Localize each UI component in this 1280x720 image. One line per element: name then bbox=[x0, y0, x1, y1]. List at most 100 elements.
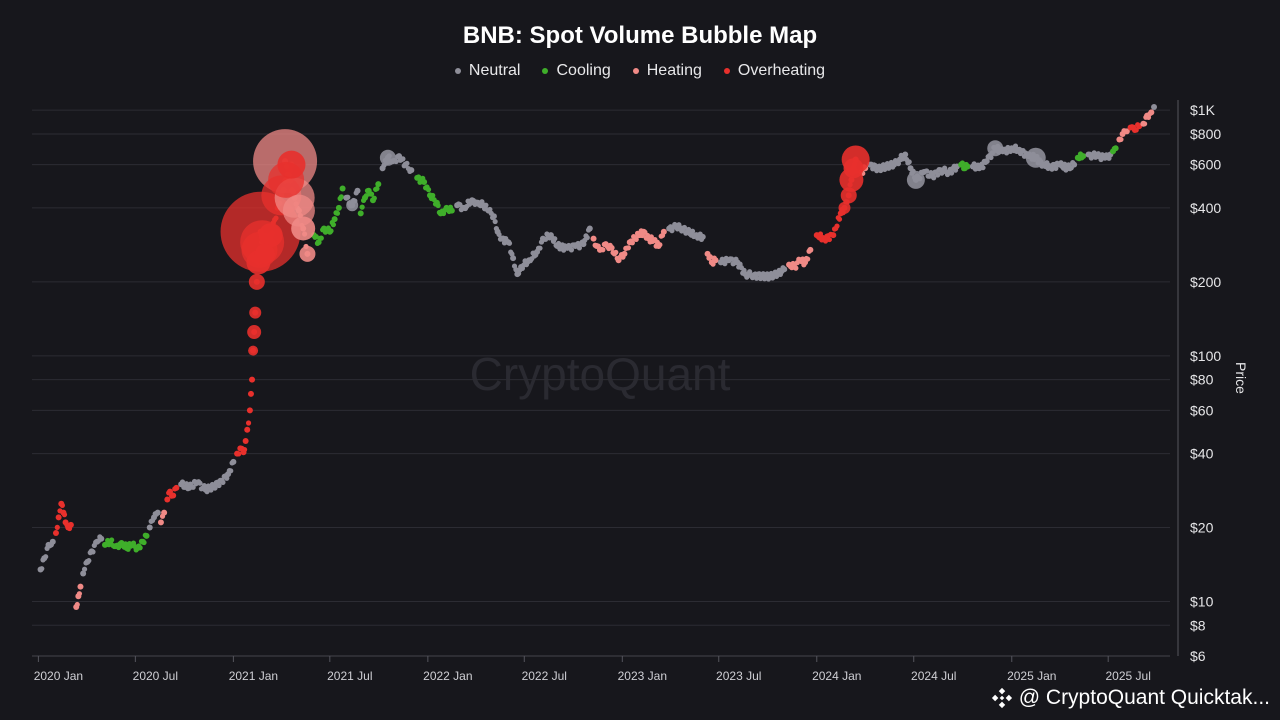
legend-label-heating: Heating bbox=[646, 62, 702, 79]
data-point-overheating bbox=[245, 420, 252, 426]
data-point-neutral bbox=[43, 554, 49, 560]
x-tick-label: 2022 Jul bbox=[522, 669, 567, 683]
data-point-neutral bbox=[931, 175, 937, 181]
data-point-neutral bbox=[935, 172, 941, 178]
data-point-neutral bbox=[980, 165, 986, 171]
data-point-cooling bbox=[109, 537, 115, 543]
bubble-overheating bbox=[248, 345, 259, 356]
data-point-neutral bbox=[699, 233, 706, 240]
data-point-heating bbox=[1123, 128, 1130, 135]
data-point-neutral bbox=[781, 266, 788, 273]
data-point-cooling bbox=[338, 194, 344, 200]
binance-diamond-icon bbox=[991, 687, 1012, 709]
bubble-neutral bbox=[379, 149, 396, 166]
data-point-heating bbox=[621, 250, 628, 257]
data-point-heating bbox=[600, 247, 606, 253]
data-point-overheating bbox=[836, 216, 843, 222]
data-point-cooling bbox=[137, 545, 143, 551]
data-point-neutral bbox=[216, 482, 222, 489]
bubble-neutral bbox=[346, 199, 359, 212]
data-point-cooling bbox=[1080, 153, 1087, 160]
data-point-neutral bbox=[1071, 161, 1078, 168]
bubble-overheating bbox=[247, 325, 262, 340]
x-tick-label: 2025 Jan bbox=[1007, 669, 1056, 683]
data-point-neutral bbox=[146, 524, 153, 531]
x-tick-label: 2024 Jul bbox=[911, 669, 956, 683]
data-point-heating bbox=[793, 265, 799, 271]
data-point-neutral bbox=[408, 167, 415, 174]
bubble-overheating bbox=[248, 273, 265, 290]
footer-text: @ CryptoQuant Quicktak... bbox=[1018, 686, 1270, 709]
data-point-neutral bbox=[354, 187, 361, 194]
y-tick-label: $80 bbox=[1190, 372, 1214, 388]
data-point-cooling bbox=[430, 192, 436, 199]
data-point-neutral bbox=[689, 228, 696, 234]
chart-title: BNB: Spot Volume Bubble Map bbox=[462, 22, 818, 49]
data-point-heating bbox=[157, 519, 164, 526]
data-point-cooling bbox=[371, 195, 377, 201]
data-point-heating bbox=[633, 236, 639, 243]
x-tick-label: 2023 Jul bbox=[716, 669, 761, 683]
data-point-cooling bbox=[425, 187, 432, 193]
y-tick-label: $8 bbox=[1190, 617, 1206, 633]
data-point-overheating bbox=[830, 232, 837, 239]
data-point-heating bbox=[625, 245, 632, 251]
data-point-neutral bbox=[906, 159, 912, 165]
data-point-neutral bbox=[753, 275, 760, 281]
y-tick-label: $800 bbox=[1190, 126, 1221, 142]
bubble-overheating bbox=[843, 158, 864, 179]
data-point-neutral bbox=[1049, 166, 1055, 172]
data-point-overheating bbox=[817, 231, 824, 237]
x-tick-label: 2024 Jan bbox=[812, 669, 861, 683]
y-tick-label: $200 bbox=[1190, 274, 1221, 290]
data-point-cooling bbox=[435, 202, 441, 209]
data-point-cooling bbox=[375, 181, 382, 188]
data-point-overheating bbox=[244, 426, 251, 433]
data-point-overheating bbox=[246, 407, 253, 414]
y-tick-label: $20 bbox=[1190, 520, 1214, 536]
x-tick-label: 2025 Jul bbox=[1106, 669, 1151, 683]
data-point-heating bbox=[161, 509, 168, 516]
data-point-heating bbox=[807, 246, 814, 253]
data-point-cooling bbox=[318, 235, 324, 241]
legend-label-overheating: Overheating bbox=[737, 62, 826, 79]
x-axis: 2020 Jan 2020 Jul 2021 Jan 2021 Jul 2022 Jan… bbox=[32, 655, 1170, 683]
data-point-cooling bbox=[357, 210, 364, 217]
data-point-overheating bbox=[236, 451, 242, 457]
data-point-neutral bbox=[492, 218, 498, 225]
legend-item-cooling[interactable]: Cooling bbox=[542, 62, 611, 80]
data-point-cooling bbox=[374, 186, 380, 192]
legend-label-neutral: Neutral bbox=[468, 62, 521, 79]
data-point-neutral bbox=[208, 487, 214, 493]
data-point-neutral bbox=[204, 489, 210, 495]
data-point-heating bbox=[1142, 121, 1148, 127]
data-point-heating bbox=[712, 257, 719, 264]
y-axis-label: Price bbox=[1233, 362, 1249, 394]
data-point-neutral bbox=[747, 269, 753, 275]
data-point-cooling bbox=[359, 204, 365, 210]
data-point-neutral bbox=[80, 570, 87, 577]
data-point-neutral bbox=[197, 480, 203, 486]
y-tick-label: $1K bbox=[1190, 102, 1216, 118]
data-point-overheating bbox=[54, 524, 60, 530]
legend-item-overheating[interactable]: Overheating bbox=[723, 62, 826, 80]
data-point-neutral bbox=[983, 158, 990, 165]
data-point-neutral bbox=[552, 236, 558, 242]
data-point-overheating bbox=[241, 446, 248, 453]
data-point-overheating bbox=[242, 438, 249, 445]
data-point-neutral bbox=[729, 256, 735, 262]
data-point-neutral bbox=[230, 458, 237, 465]
legend-item-heating[interactable]: Heating bbox=[632, 62, 702, 80]
chart-legend: Neutral Cooling Heating Overheating bbox=[0, 62, 1280, 80]
y-tick-label: $60 bbox=[1190, 402, 1214, 418]
data-point-neutral bbox=[1151, 104, 1158, 111]
bubble-neutral bbox=[906, 170, 925, 189]
data-point-neutral bbox=[220, 479, 226, 486]
legend-item-neutral[interactable]: Neutral bbox=[454, 62, 521, 80]
data-point-cooling bbox=[334, 210, 341, 216]
bubble-overheating bbox=[838, 201, 851, 214]
data-point-cooling bbox=[331, 216, 338, 223]
data-point-neutral bbox=[586, 225, 593, 232]
legend-dot-neutral bbox=[454, 68, 461, 74]
